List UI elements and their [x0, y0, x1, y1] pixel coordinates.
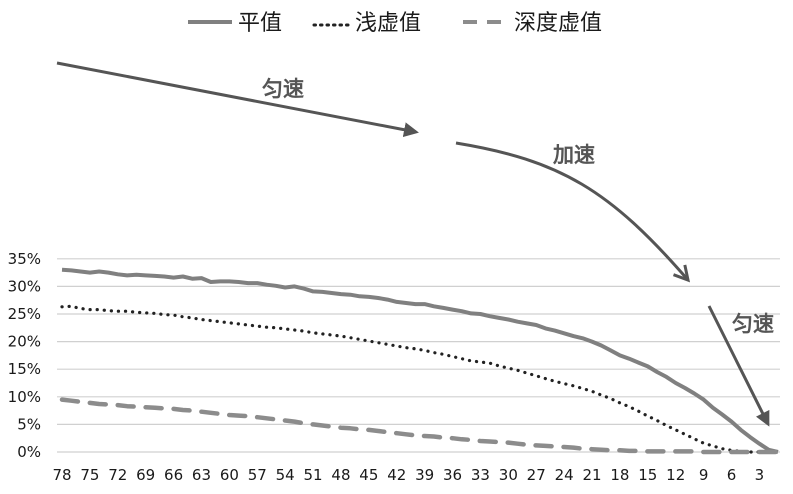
x-tick-label: 6 [727, 466, 737, 484]
y-tick-label: 15% [8, 360, 41, 378]
series-line-solid [61, 267, 779, 454]
x-tick-label: 54 [276, 466, 295, 484]
x-tick-label: 27 [527, 466, 546, 484]
annotation-accelerate: 加速 [552, 143, 595, 167]
x-tick-label: 51 [304, 466, 323, 484]
x-tick-label: 48 [331, 466, 350, 484]
x-tick-label: 36 [443, 466, 462, 484]
arrow-uniform-1 [56, 61, 419, 138]
x-tick-label: 69 [136, 466, 155, 484]
legend-label: 浅虚值 [355, 11, 421, 36]
y-tick-label: 35% [8, 250, 41, 268]
y-tick-label: 10% [8, 388, 41, 406]
series-line-dotted [60, 304, 780, 454]
annotation-uniform-1: 匀速 [262, 77, 304, 101]
y-tick-label: 0% [17, 443, 41, 461]
y-axis-ticks: 0% 5% 10% 15% 20% 25% 30% 35% [8, 250, 41, 461]
series-line-dashed [59, 397, 781, 455]
x-axis-ticks: 78 75 72 69 66 63 60 57 54 51 48 45 42 39 36 33 30 27 24 21… [52, 466, 764, 484]
y-tick-label: 30% [8, 277, 41, 295]
x-tick-label: 30 [499, 466, 518, 484]
x-tick-label: 9 [699, 466, 709, 484]
x-tick-label: 39 [415, 466, 434, 484]
gridlines [57, 258, 780, 453]
legend: 平值 浅虚值 深度虚值 [188, 11, 602, 36]
legend-item-dotted: 浅虚值 [312, 11, 421, 36]
legend-item-solid: 平值 [188, 11, 282, 36]
y-tick-label: 25% [8, 305, 41, 323]
x-tick-label: 63 [192, 466, 211, 484]
x-tick-label: 12 [666, 466, 685, 484]
legend-item-dashed: 深度虚值 [463, 11, 602, 36]
arrow-accelerate [455, 141, 688, 280]
y-tick-label: 20% [8, 333, 41, 351]
x-tick-label: 42 [387, 466, 406, 484]
y-tick-label: 5% [17, 415, 41, 433]
x-tick-label: 21 [582, 466, 601, 484]
x-tick-label: 57 [248, 466, 267, 484]
x-tick-label: 33 [471, 466, 490, 484]
series-lines [59, 267, 781, 455]
legend-label: 平值 [238, 11, 282, 36]
annotation-uniform-2: 匀速 [732, 312, 774, 336]
x-tick-label: 24 [555, 466, 574, 484]
x-tick-label: 72 [108, 466, 127, 484]
arrow-uniform-2 [707, 305, 770, 427]
legend-label: 深度虚值 [514, 11, 602, 36]
x-tick-label: 60 [220, 466, 239, 484]
x-tick-label: 78 [52, 466, 71, 484]
x-tick-label: 3 [755, 466, 765, 484]
x-tick-label: 15 [638, 466, 657, 484]
x-tick-label: 66 [164, 466, 183, 484]
x-tick-label: 75 [80, 466, 99, 484]
annotations: 匀速 加速 匀速 [56, 61, 774, 427]
x-tick-label: 18 [610, 466, 629, 484]
x-tick-label: 45 [359, 466, 378, 484]
